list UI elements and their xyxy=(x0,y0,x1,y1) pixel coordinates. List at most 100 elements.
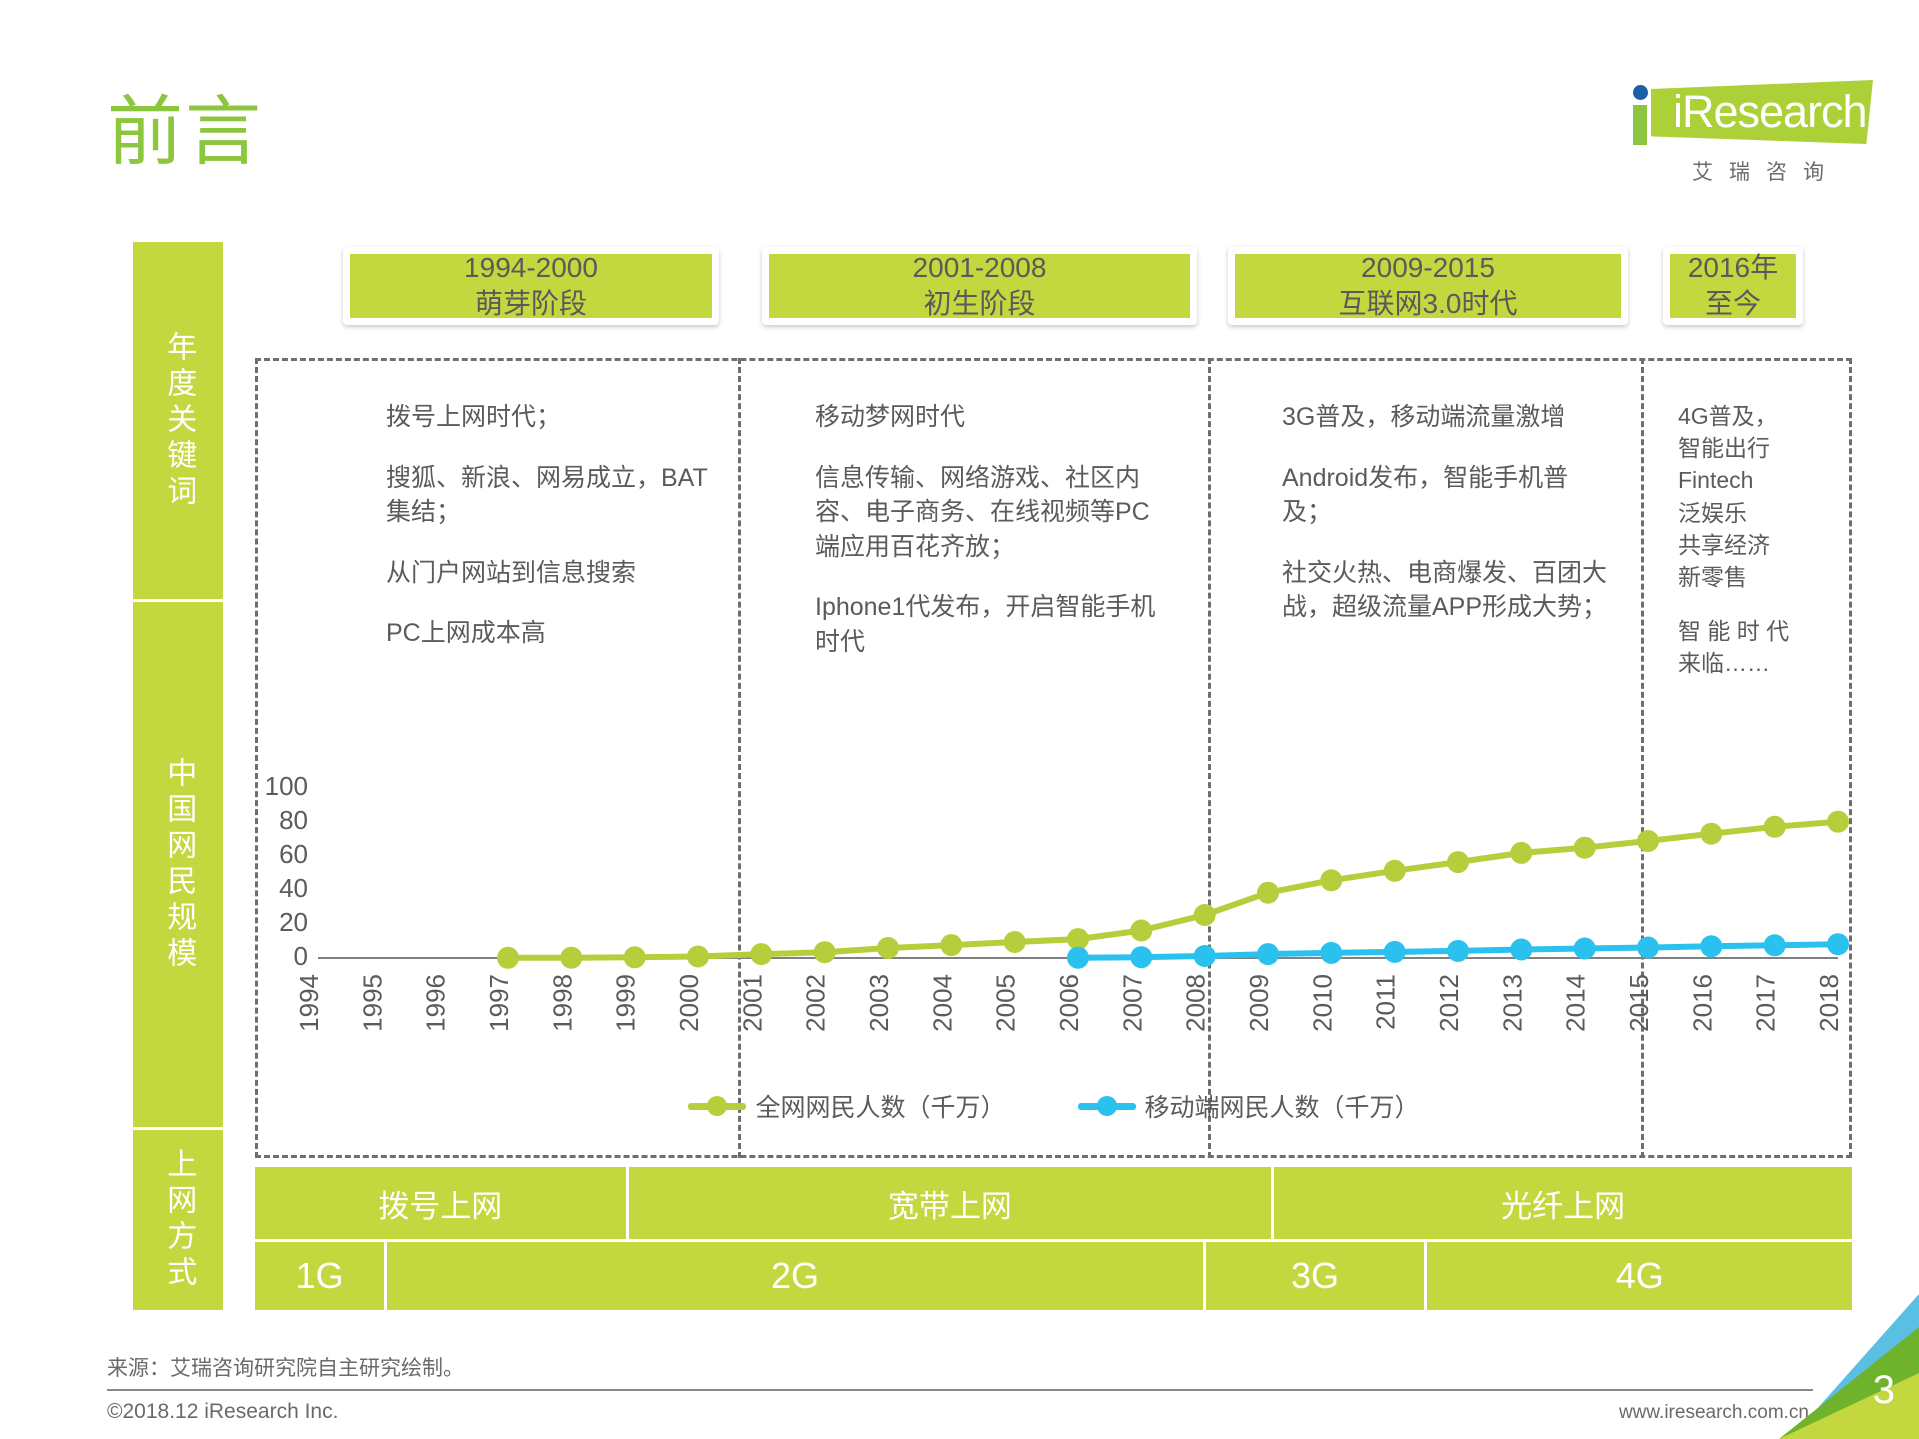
chart-data-point xyxy=(1637,936,1659,959)
keyword-item: Android发布，智能手机普及； xyxy=(1282,463,1569,527)
keyword-item: 3G普及，移动端流量激增 xyxy=(1282,403,1566,431)
column-divider-1 xyxy=(738,358,741,1158)
x-axis-tick-label: 2000 xyxy=(674,974,704,1032)
x-axis-tick-label: 1997 xyxy=(484,974,514,1032)
keyword-item: 拨号上网时代； xyxy=(386,403,562,431)
x-axis-tick-label: 2011 xyxy=(1371,974,1401,1030)
keyword-item: 搜狐、新浪、网易成立，BAT集结； xyxy=(386,463,708,527)
x-axis-tick-label: 2012 xyxy=(1434,974,1464,1032)
chart-data-point xyxy=(1510,938,1533,961)
sidebar-band-access-mode: 上网方式 xyxy=(133,1130,223,1310)
logo-i-stem-icon xyxy=(1633,105,1647,145)
chart-data-point xyxy=(687,945,709,968)
y-axis-tick-label: 100 xyxy=(265,771,308,801)
keyword-item: 新零售 xyxy=(1678,563,1747,590)
chart-data-point xyxy=(497,946,519,969)
x-axis-tick-label: 2004 xyxy=(927,974,957,1032)
legend-swatch-total xyxy=(688,1096,747,1116)
x-axis-tick-label: 2013 xyxy=(1497,974,1527,1032)
phase-card-1-name: 萌芽阶段 xyxy=(474,288,587,319)
phase-card-2-name: 初生阶段 xyxy=(923,288,1036,319)
chart-data-point xyxy=(1320,941,1343,964)
chart-data-point xyxy=(1383,859,1406,882)
legend-swatch-mobile xyxy=(1077,1096,1136,1116)
x-axis-tick-label: 2008 xyxy=(1181,974,1211,1032)
y-axis-tick-label: 0 xyxy=(294,941,308,971)
phase-card-3-name: 互联网3.0时代 xyxy=(1338,288,1518,319)
band-cell: 2G xyxy=(387,1242,1206,1310)
phase-card-1: 1994-2000 萌芽阶段 xyxy=(343,247,719,325)
chart-data-point xyxy=(877,937,899,959)
x-axis-tick-label: 1998 xyxy=(547,974,577,1032)
keyword-item: 4G普及， xyxy=(1678,403,1778,429)
keyword-column-1: 拨号上网时代； 搜狐、新浪、网易成立，BAT集结； 从门户网站到信息搜索 PC上… xyxy=(386,400,716,677)
phase-card-3: 2009-2015 互联网3.0时代 xyxy=(1228,247,1628,325)
x-axis-tick-label: 2017 xyxy=(1751,974,1781,1032)
keyword-item: 从门户网站到信息搜索 xyxy=(386,558,637,587)
chart-data-point xyxy=(1193,904,1216,926)
keyword-item: Fintech xyxy=(1678,467,1754,494)
chart-data-point xyxy=(1383,940,1406,963)
x-axis-tick-label: 2007 xyxy=(1117,974,1147,1032)
chart-data-point xyxy=(1637,830,1659,852)
chart-data-point xyxy=(1763,815,1786,838)
chart-data-point xyxy=(1130,919,1153,942)
phase-card-1-range: 1994-2000 xyxy=(464,252,598,284)
keyword-column-2: 移动梦网时代 信息传输、网络游戏、社区内容、电子商务、在线视频等PC端应用百花齐… xyxy=(815,400,1170,685)
x-axis-tick-label: 2006 xyxy=(1054,974,1084,1032)
chart-data-point xyxy=(750,943,773,966)
keyword-item: 泛娱乐 xyxy=(1678,499,1747,526)
network-generation-row: 1G 2G 3G 4G xyxy=(255,1242,1852,1310)
y-axis-tick-label: 20 xyxy=(279,907,308,937)
band-cell: 4G xyxy=(1427,1242,1852,1310)
chart-data-point xyxy=(1003,931,1026,953)
x-axis-tick-label: 2005 xyxy=(991,974,1021,1032)
chart-series-line xyxy=(505,818,1841,961)
chart-data-point xyxy=(1257,943,1279,966)
legend-item-total: 全网网民人数（千万） xyxy=(688,1088,1006,1124)
logo-mark: iResearch xyxy=(1623,80,1873,146)
y-axis-tick-label: 60 xyxy=(279,839,308,869)
chart-data-point xyxy=(560,946,583,969)
x-axis-tick-label: 1996 xyxy=(421,974,451,1032)
legend-item-mobile: 移动端网民人数（千万） xyxy=(1077,1088,1420,1124)
content-frame xyxy=(255,358,1852,1158)
band-cell: 拨号上网 xyxy=(255,1167,629,1239)
keyword-item: 移动梦网时代 xyxy=(815,403,966,431)
keyword-item: PC上网成本高 xyxy=(386,619,546,647)
phase-card-2-range: 2001-2008 xyxy=(912,252,1047,284)
x-axis-tick-label: 2001 xyxy=(737,974,767,1032)
keyword-item: 智 能 时 代 xyxy=(1678,618,1790,645)
sidebar-band-access-mode-label: 上网方式 xyxy=(162,1148,196,1292)
x-axis-tick-label: 2002 xyxy=(801,974,831,1032)
keyword-item: 社交火热、电商爆发、百团大战，超级流量APP形成大势； xyxy=(1282,558,1608,622)
x-axis-tick-label: 2010 xyxy=(1307,974,1337,1032)
band-cell: 3G xyxy=(1205,1242,1428,1310)
x-axis-tick-label: 2018 xyxy=(1814,974,1844,1032)
logo-quad-shape xyxy=(1651,80,1873,144)
x-axis-tick-label: 1994 xyxy=(294,974,324,1032)
chart-canvas: 0 20 40 60 80 100 1994 1995 1996 1997 1998 1999 2000… xyxy=(265,771,1849,1032)
keyword-item: Iphone1代发布，开启智能手机时代 xyxy=(815,593,1156,656)
phase-card-4-range: 2016年 xyxy=(1687,252,1779,284)
x-axis-tick-label: 2015 xyxy=(1624,974,1654,1032)
chart-data-point xyxy=(1320,869,1343,892)
x-axis-tick-label: 1999 xyxy=(611,974,641,1032)
iresearch-logo: iResearch 艾瑞咨询 xyxy=(1623,80,1873,192)
chart-data-point xyxy=(1700,822,1723,845)
band-cell: 1G xyxy=(255,1242,388,1310)
chart-data-point xyxy=(1067,946,1089,969)
chart-data-point xyxy=(1447,851,1469,874)
phase-card-3-range: 2009-2015 xyxy=(1361,252,1495,284)
chart-data-point xyxy=(1573,836,1596,859)
logo-i-dot-icon xyxy=(1633,85,1648,100)
chart-data-point xyxy=(1827,933,1849,956)
chart-data-point xyxy=(1067,928,1089,951)
chart-data-point xyxy=(1573,937,1596,960)
x-axis-tick-label: 2003 xyxy=(864,974,894,1032)
chart-data-point xyxy=(940,934,963,957)
chart-data-point xyxy=(1510,841,1533,864)
legend-label-mobile: 移动端网民人数（千万） xyxy=(1144,1094,1420,1122)
phase-card-4-name: 至今 xyxy=(1704,288,1761,319)
